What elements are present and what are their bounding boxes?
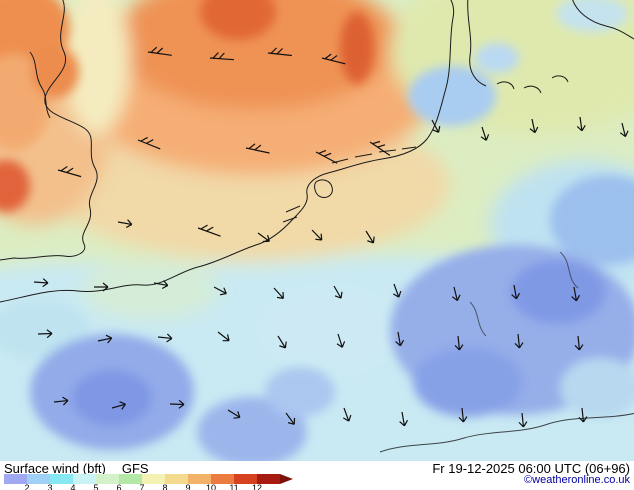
legend-tick: 2 — [24, 483, 30, 490]
legend-segment — [119, 474, 142, 484]
legend-segment — [50, 474, 73, 484]
legend-tick: 10 — [205, 483, 217, 490]
legend-segment — [27, 474, 50, 484]
legend-segment — [257, 474, 280, 484]
wind-map-svg — [0, 0, 634, 461]
legend-segment — [211, 474, 234, 484]
legend-segment — [4, 474, 27, 484]
wind-speed-legend: 2 3 4 5 6 7 8 9 10 11 12 — [4, 474, 304, 490]
map-footer: Surface wind (bft) GFS Fr 19-12-2025 06:0… — [0, 461, 634, 490]
legend-segment — [188, 474, 211, 484]
legend-segment — [96, 474, 119, 484]
legend-tick: 11 — [229, 483, 239, 490]
legend-tick: 3 — [47, 483, 53, 490]
model-label: GFS — [121, 461, 149, 476]
legend-segment — [234, 474, 257, 484]
legend-tick: 6 — [116, 483, 122, 490]
coastlines — [0, 0, 634, 453]
legend-tick: 12 — [251, 483, 263, 490]
legend-tick: 7 — [139, 483, 145, 490]
legend-segment — [165, 474, 188, 484]
forecast-datetime-label: Fr 19-12-2025 06:00 UTC (06+96) — [432, 461, 630, 476]
legend-segment — [142, 474, 165, 484]
legend-segment — [73, 474, 96, 484]
surface-wind-map — [0, 0, 634, 461]
legend-arrow-icon — [280, 474, 293, 484]
legend-tick-labels: 2 3 4 5 6 7 8 9 10 11 12 — [4, 474, 280, 490]
legend-tick: 9 — [185, 483, 191, 490]
legend-tick: 4 — [70, 483, 76, 490]
product-label: Surface wind (bft) — [4, 461, 106, 476]
product-title: Surface wind (bft) GFS — [4, 461, 149, 476]
legend-tick: 5 — [93, 483, 99, 490]
copyright-label: ©weatheronline.co.uk — [524, 474, 630, 486]
wind-color-details — [0, 0, 634, 461]
legend-color-bar — [4, 474, 280, 484]
legend-tick: 8 — [162, 483, 168, 490]
